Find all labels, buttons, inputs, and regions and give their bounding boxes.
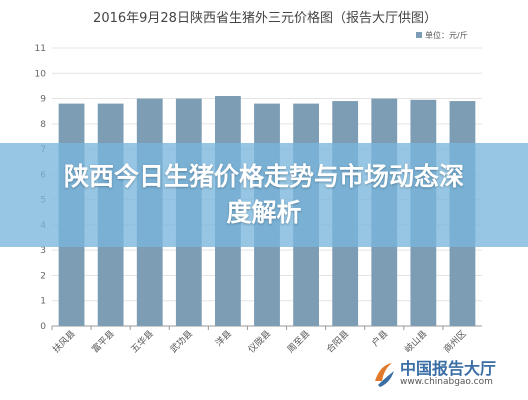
y-tick-label: 0 [40,322,46,332]
banner-title: 陕西今日生猪价格走势与市场动态深度解析 [63,162,464,227]
x-tick-label: 扶风县 [50,328,78,356]
x-tick-label: 合阳县 [324,328,352,356]
logo-name: 中国报告大厅 [400,359,497,378]
y-tick-label: 1 [40,297,46,307]
x-tick-label: 武功县 [167,328,195,356]
x-tick-label: 商州区 [441,328,469,356]
logo-url: www.chinabgao.com [400,377,493,387]
watermark-logo: 中国报告大厅 www.chinabgao.com [372,355,522,395]
x-axis-ticks: 扶风县 富平县 五华县 武功县 洋县 仪陇县 周至县 合阳县 户县 岐山县 商州区 [50,326,469,356]
legend-swatch [416,32,422,38]
x-tick-label: 仪陇县 [246,328,274,356]
y-tick-label: 3 [40,246,46,256]
legend-label: 单位：元/斤 [425,30,468,40]
headline-banner: 陕西今日生猪价格走势与市场动态深度解析 [0,143,528,247]
x-tick-label: 富平县 [89,328,117,356]
x-tick-label: 洋县 [213,328,234,349]
x-tick-label: 周至县 [285,328,312,355]
x-tick-label: 岐山县 [402,328,430,356]
y-tick-label: 8 [40,120,46,130]
y-tick-label: 10 [35,69,47,79]
x-tick-label: 户县 [369,328,390,349]
y-tick-label: 2 [40,271,46,281]
y-tick-label: 9 [40,95,46,105]
x-tick-label: 五华县 [128,328,156,356]
logo-icon [375,363,394,387]
chart-title: 2016年9月28日陕西省生猪外三元价格图（报告大厅供图） [93,10,437,26]
y-tick-label: 11 [35,44,46,54]
